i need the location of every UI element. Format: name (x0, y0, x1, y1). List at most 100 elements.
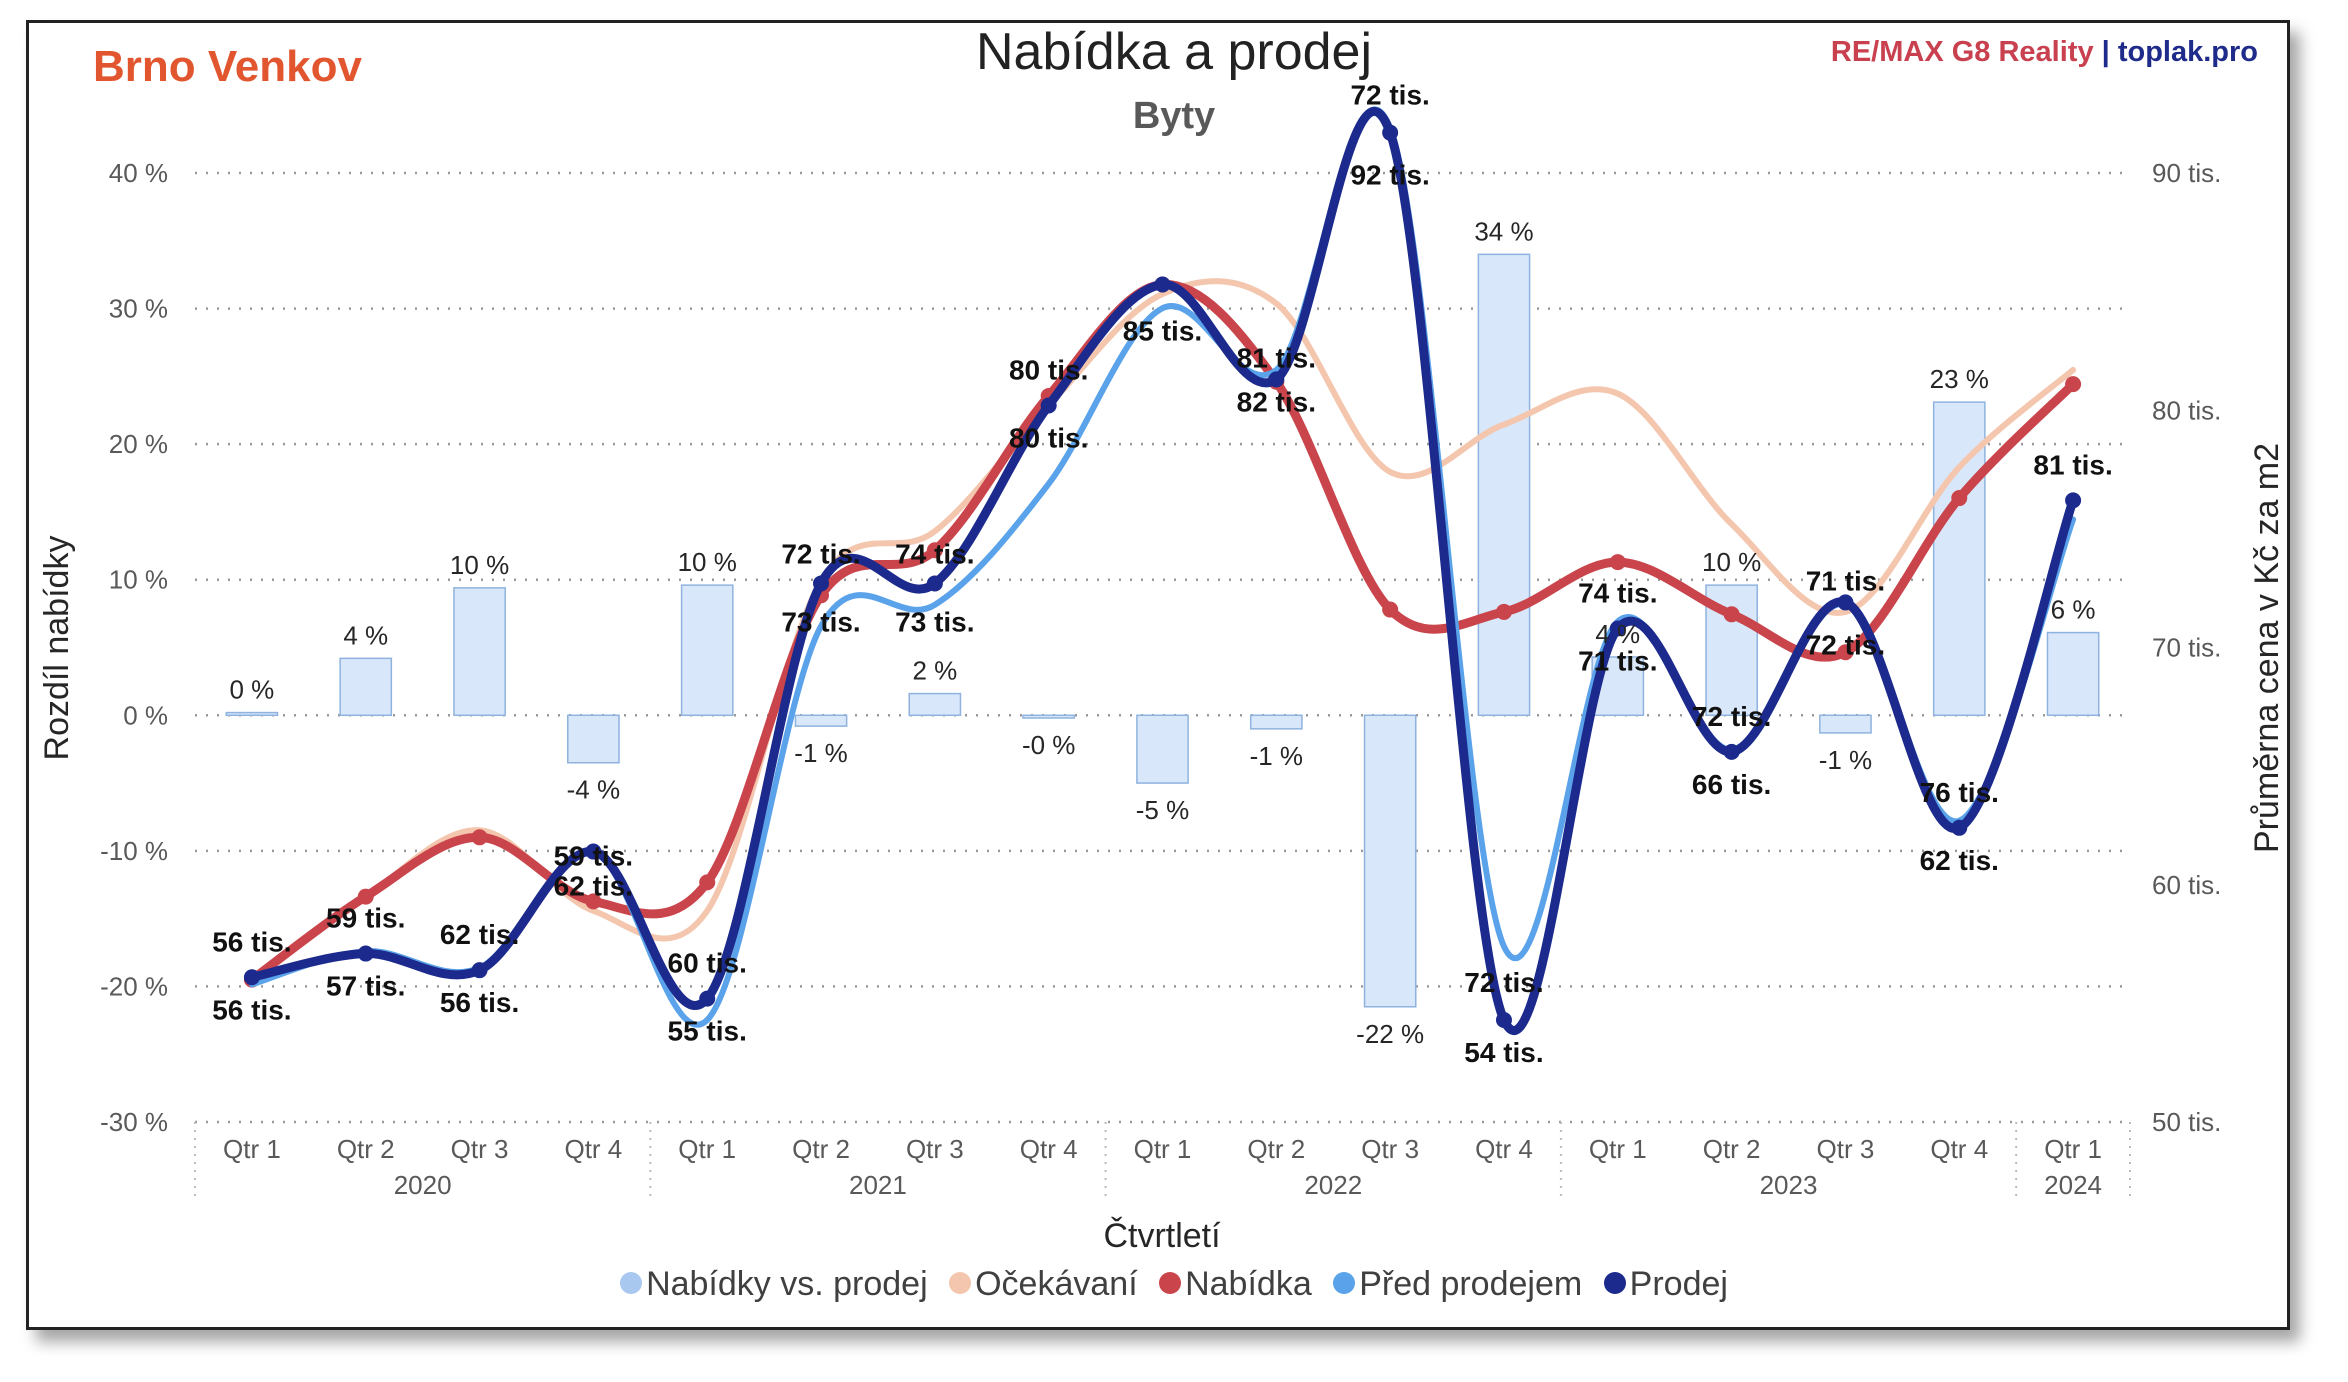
x-tick-label: Qtr 3 (1361, 1134, 1419, 1164)
series-point (2065, 376, 2082, 393)
bar-data-label: 10 % (450, 550, 509, 580)
legend-marker (1333, 1272, 1356, 1295)
chart-legend: Nabídky vs. prodej Očekávaní Nabídka Pře… (0, 1265, 2348, 1304)
value-data-label: 66 tis. (1692, 769, 1771, 800)
bar (1022, 714, 1076, 719)
bar (1363, 714, 1417, 1008)
series-point (1495, 603, 1512, 620)
bar-data-label: 6 % (2051, 595, 2096, 625)
legend-label: Očekávaní (975, 1265, 1138, 1303)
series-point (1154, 276, 1171, 293)
bar (1249, 714, 1303, 730)
series-point (585, 843, 602, 860)
legend-marker (949, 1272, 972, 1295)
chart-subtitle: Byty (1132, 95, 1216, 137)
value-data-label: 56 tis. (212, 926, 291, 957)
series-point (1723, 606, 1740, 623)
legend-label: Nabídky vs. prodej (646, 1265, 928, 1303)
bar-series (225, 253, 2100, 1008)
series-point (1382, 601, 1399, 618)
bar (1819, 714, 1872, 734)
value-data-label: 62 tis. (1920, 845, 1999, 876)
series-point (1951, 490, 1968, 507)
x-tick-label: Qtr 1 (1589, 1134, 1647, 1164)
value-data-label: 62 tis. (440, 919, 519, 950)
bar-data-label: -22 % (1356, 1019, 1424, 1049)
series-point (357, 945, 374, 962)
bar-data-label: 10 % (1702, 547, 1761, 577)
y-right-tick-label: 70 tis. (2152, 633, 2221, 663)
brand-remax: RE/MAX G8 Reality (1830, 36, 2094, 68)
value-data-label: 82 tis. (1237, 386, 1316, 417)
bar (225, 711, 279, 717)
y-left-tick-label: 0 % (123, 700, 168, 730)
line-series (243, 106, 2082, 1035)
legend-item-pre-sale[interactable]: Před prodejem (1333, 1265, 1582, 1304)
y-left-axis-title: Rozdíl nabídky (38, 536, 76, 761)
x-tick-label: Qtr 4 (564, 1134, 622, 1164)
axes: 40 % 30 % 20 % 10 % 0 % -10 % -20 % -30 % 90 tis… (38, 158, 2286, 1255)
value-data-label: 74 tis. (1578, 578, 1657, 609)
series-point (926, 542, 943, 559)
year-label: 2021 (849, 1170, 907, 1200)
y-right-axis-title: Průměrna cena v Kč za m2 (2248, 443, 2286, 853)
y-left-tick-label: -10 % (100, 836, 168, 866)
legend-item-bars[interactable]: Nabídky vs. prodej (620, 1265, 928, 1304)
series-point (1382, 124, 1399, 141)
series-point (243, 969, 260, 986)
bar-data-label: -1 % (1250, 741, 1303, 771)
value-data-label: 73 tis. (781, 606, 860, 637)
value-data-label: 72 tis. (1806, 629, 1885, 660)
value-data-label: 85 tis. (1123, 316, 1202, 347)
brand-label: RE/MAX G8 Reality | toplak.pro (1831, 36, 2258, 69)
series-point (1837, 594, 1854, 611)
x-tick-label: Qtr 2 (1247, 1134, 1305, 1164)
value-data-label: 57 tis. (326, 971, 405, 1002)
region-label: Brno Venkov (93, 42, 362, 91)
x-tick-label: Qtr 1 (223, 1134, 281, 1164)
x-tick-label: Qtr 3 (1817, 1134, 1875, 1164)
bar-data-label: -4 % (567, 775, 620, 805)
value-data-label: 59 tis. (554, 841, 633, 872)
y-left-tick-label: 20 % (109, 429, 168, 459)
series-line (247, 280, 2078, 985)
y-left-tick-label: 30 % (109, 294, 168, 324)
x-tick-label: Qtr 1 (678, 1134, 736, 1164)
legend-item-sale[interactable]: Prodej (1603, 1265, 1728, 1304)
x-tick-label: Qtr 2 (337, 1134, 395, 1164)
series-line (247, 106, 2078, 1035)
y-left-tick-label: 10 % (109, 565, 168, 595)
legend-marker (1159, 1272, 1182, 1295)
year-label: 2023 (1760, 1170, 1818, 1200)
year-label: 2024 (2044, 1170, 2102, 1200)
series-point (2065, 492, 2082, 509)
y-left-tick-label: -20 % (100, 971, 168, 1001)
bar-data-label: -5 % (1136, 795, 1189, 825)
series-point (926, 575, 943, 592)
x-tick-label: Qtr 4 (1020, 1134, 1078, 1164)
value-data-label: 72 tis. (1464, 967, 1543, 998)
bar-data-label: -0 % (1022, 730, 1075, 760)
bar (339, 657, 393, 717)
data-labels: 0 % 4 % 10 % -4 % 10 % -1 % 2 % -0 % -5 % -1 % -22… (212, 80, 2113, 1068)
legend-item-expectation[interactable]: Očekávaní (949, 1265, 1138, 1304)
x-tick-label: Qtr 3 (451, 1134, 509, 1164)
value-data-label: 56 tis. (440, 987, 519, 1018)
series-point (1723, 743, 1740, 760)
value-data-label: 76 tis. (1920, 777, 1999, 808)
series-line (248, 106, 2077, 1028)
series-point (1609, 554, 1626, 571)
y-right-tick-label: 80 tis. (2152, 395, 2221, 425)
value-data-label: 74 tis. (895, 538, 974, 569)
x-tick-label: Qtr 4 (1475, 1134, 1533, 1164)
bar (680, 584, 734, 717)
bar (1136, 714, 1189, 784)
x-tick-label: Qtr 2 (792, 1134, 850, 1164)
x-axis-title: Čtvrtletí (1103, 1217, 1221, 1255)
series-point (1951, 819, 1968, 836)
bar (2046, 631, 2100, 717)
legend-item-offer[interactable]: Nabídka (1159, 1265, 1312, 1304)
series-point (699, 874, 716, 891)
bar-data-label: -1 % (794, 738, 847, 768)
